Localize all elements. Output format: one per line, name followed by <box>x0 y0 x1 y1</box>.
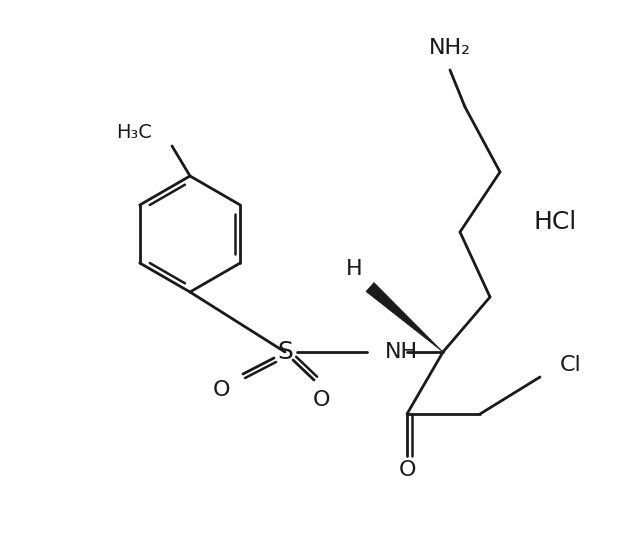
Text: NH: NH <box>385 342 418 362</box>
Text: HCl: HCl <box>533 210 577 234</box>
Text: S: S <box>277 340 293 364</box>
Text: Cl: Cl <box>560 355 582 375</box>
Text: NH₂: NH₂ <box>429 38 471 58</box>
Text: H₃C: H₃C <box>116 124 152 142</box>
Text: O: O <box>398 460 416 480</box>
Text: O: O <box>313 390 331 410</box>
Polygon shape <box>366 283 443 352</box>
Text: O: O <box>212 380 230 400</box>
Text: H: H <box>346 259 362 279</box>
